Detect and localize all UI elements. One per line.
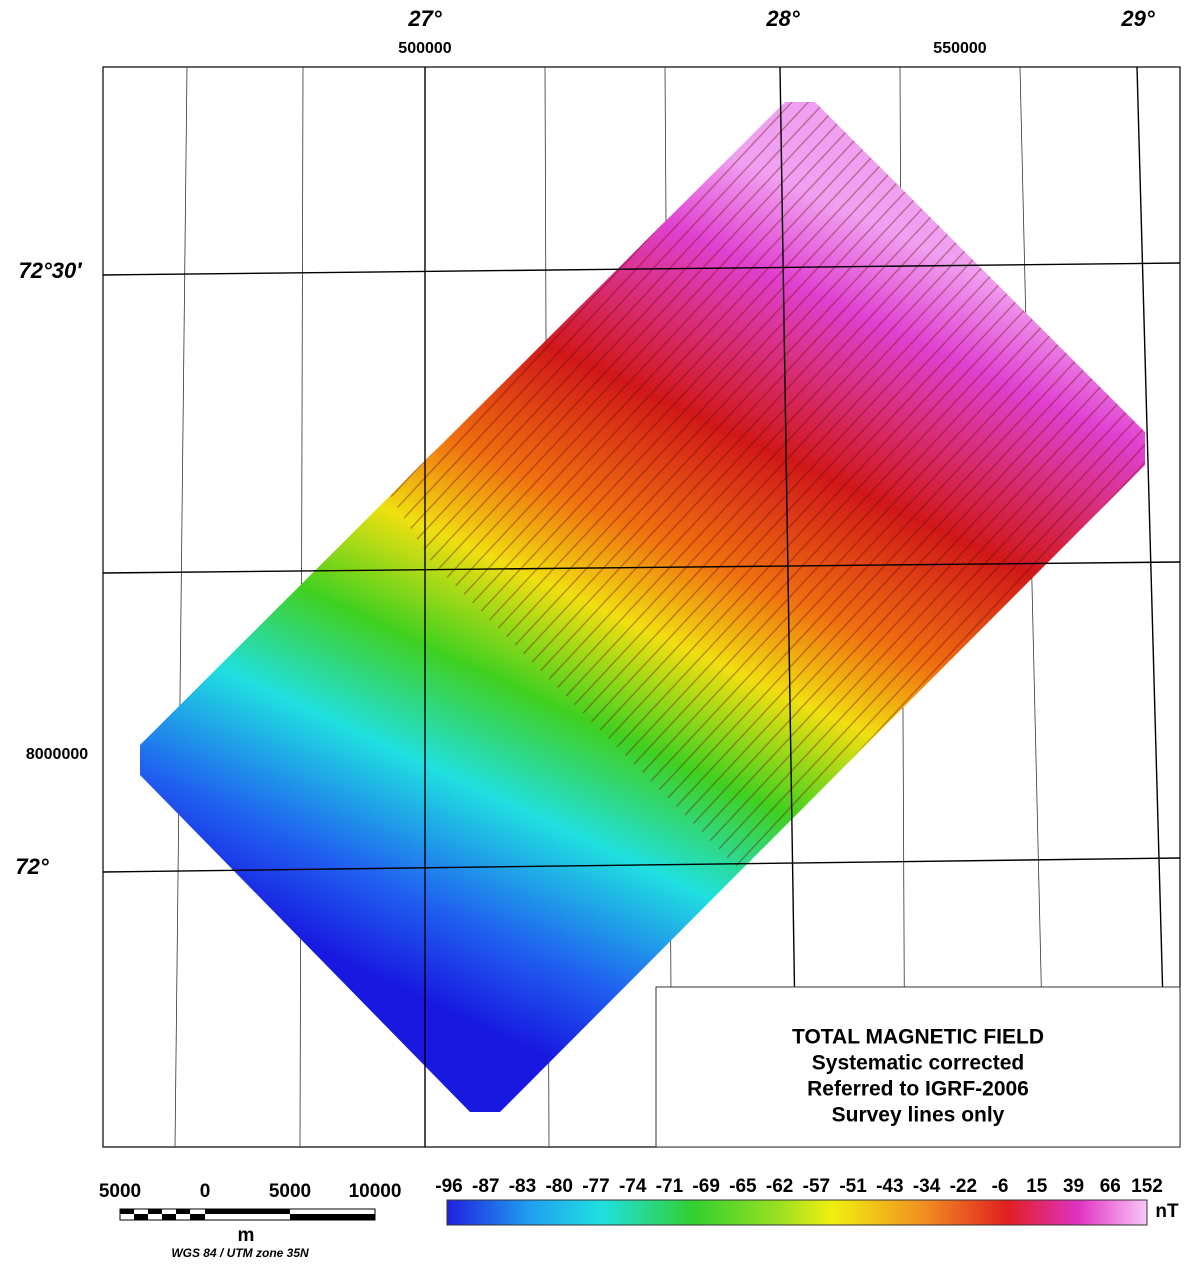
info-line: Systematic corrected	[812, 1052, 1024, 1075]
color-scale-label: -71	[656, 1176, 684, 1197]
northing-label: 8000000	[26, 746, 88, 763]
scale-unit: m	[238, 1225, 255, 1246]
color-scale-label: -6	[992, 1176, 1009, 1197]
color-scale-label: 39	[1063, 1176, 1084, 1197]
color-scale-label: 152	[1131, 1176, 1163, 1197]
scale-bar	[120, 1209, 375, 1220]
color-scale-label: -43	[876, 1176, 903, 1197]
map-page: 27° 28° 29° 500000 550000 72°30′ 72° 8000000 TOT…	[0, 0, 1187, 1265]
longitude-label: 29°	[1120, 6, 1154, 31]
info-line: Survey lines only	[832, 1104, 1005, 1127]
color-bar	[447, 1200, 1147, 1225]
scale-label: 5000	[269, 1181, 311, 1202]
projection: WGS 84 / UTM zone 35N	[171, 1246, 309, 1260]
easting-label: 500000	[398, 40, 451, 57]
color-scale-unit: nT	[1155, 1201, 1179, 1222]
latitude-label: 72°	[15, 854, 48, 879]
color-scale-label: -62	[766, 1176, 793, 1197]
color-scale-label: -77	[582, 1176, 609, 1197]
color-scale-label: 15	[1026, 1176, 1048, 1197]
latitude-label: 72°30′	[18, 258, 83, 283]
info-line: TOTAL MAGNETIC FIELD	[792, 1026, 1044, 1049]
scale-label: 10000	[349, 1181, 402, 1202]
easting-label: 550000	[933, 40, 986, 57]
color-scale-label: -34	[913, 1176, 941, 1197]
color-scale-label: -65	[729, 1176, 757, 1197]
color-scale-label: -96	[435, 1176, 462, 1197]
info-line: Referred to IGRF-2006	[807, 1078, 1029, 1101]
color-scale-label: -57	[803, 1176, 830, 1197]
color-scale-label: -69	[692, 1176, 719, 1197]
color-scale-label: -22	[950, 1176, 977, 1197]
longitude-label: 28°	[765, 6, 799, 31]
scale-label: 5000	[99, 1181, 141, 1202]
color-scale-label: -80	[545, 1176, 572, 1197]
color-scale-label: -83	[509, 1176, 536, 1197]
color-scale-label: -74	[619, 1176, 647, 1197]
color-scale-label: 66	[1100, 1176, 1121, 1197]
scale-label: 0	[200, 1181, 211, 1202]
color-scale-label: -51	[839, 1176, 867, 1197]
color-scale-label: -87	[472, 1176, 499, 1197]
longitude-label: 27°	[407, 6, 441, 31]
